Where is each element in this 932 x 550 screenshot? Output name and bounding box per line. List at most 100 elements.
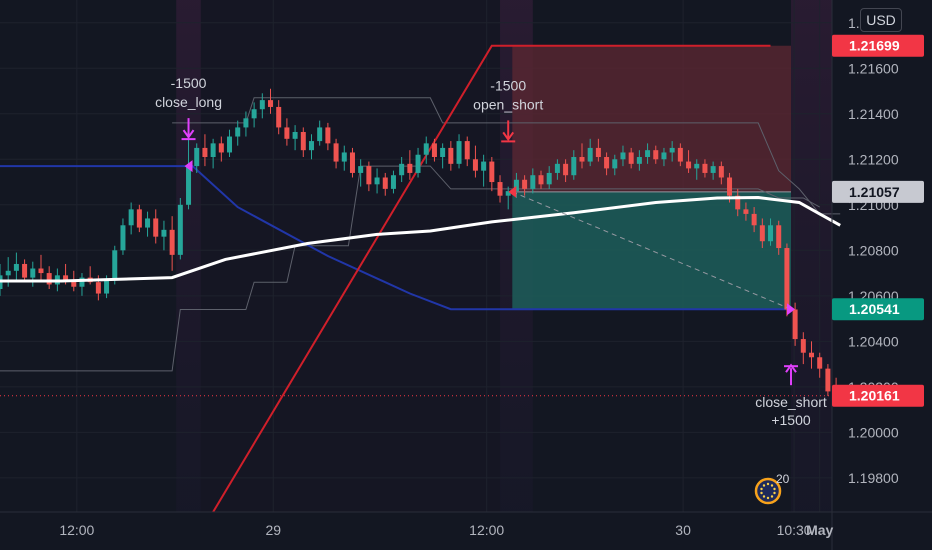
price-label: 1.21057 — [849, 184, 900, 200]
candle-body — [374, 177, 380, 185]
candle — [374, 168, 380, 194]
candle — [554, 159, 560, 180]
candle — [79, 273, 85, 296]
annotation-arrowhead — [182, 129, 195, 139]
candle — [284, 118, 290, 146]
candle — [497, 175, 503, 203]
x-tick-label: 29 — [265, 522, 281, 538]
candle-body — [71, 279, 77, 287]
candle-body — [431, 143, 437, 158]
candle-body — [448, 147, 454, 164]
candle — [587, 138, 593, 167]
annotation-qty: -1500 — [490, 77, 526, 93]
candle — [677, 143, 683, 167]
candle-body — [169, 229, 175, 255]
candle — [251, 102, 257, 128]
candle — [235, 120, 241, 146]
candle — [431, 138, 437, 162]
price-label: 1.21699 — [849, 38, 900, 54]
candle — [825, 364, 831, 396]
candle-body — [694, 163, 700, 169]
candle — [669, 141, 675, 162]
candle-body — [235, 127, 241, 137]
candle-body — [284, 127, 290, 139]
candle — [817, 352, 823, 378]
candle — [382, 172, 388, 196]
candle — [440, 143, 446, 169]
candle — [136, 204, 142, 233]
candle — [333, 138, 339, 169]
candle-body — [677, 147, 683, 162]
annotation-label: close_short — [755, 394, 827, 410]
candle-body — [497, 182, 503, 196]
candle-body — [563, 163, 569, 176]
candle — [563, 159, 569, 183]
candle-body — [587, 147, 593, 162]
candle — [210, 138, 216, 169]
candle-body — [46, 273, 52, 285]
candle-body — [513, 179, 519, 192]
annotation-qty: -1500 — [171, 75, 207, 91]
currency-button[interactable]: USD — [860, 8, 902, 32]
candle — [22, 259, 28, 283]
candle-body — [136, 209, 142, 228]
candle-body — [481, 161, 487, 171]
badge-count: 20 — [776, 472, 790, 486]
candle — [604, 152, 610, 176]
candle — [636, 150, 642, 171]
candle-body — [22, 263, 28, 278]
trade-arrow — [512, 191, 792, 310]
price-label-box — [832, 34, 924, 57]
candle — [686, 150, 692, 173]
x-tick-label: 30 — [675, 522, 691, 538]
candle-body — [661, 152, 667, 160]
candle — [308, 134, 314, 160]
candle — [538, 170, 544, 189]
candle-body — [612, 159, 618, 169]
candle — [612, 154, 618, 176]
lower-band — [0, 165, 820, 372]
candle-body — [456, 141, 462, 164]
candle-body — [390, 175, 396, 189]
candle-body — [145, 218, 151, 228]
candle-body — [120, 225, 126, 251]
annotation-1: -1500 open_short — [473, 77, 543, 143]
candle — [243, 111, 249, 137]
candle — [505, 186, 511, 210]
candle-body — [472, 159, 478, 171]
candle — [661, 147, 667, 167]
candle-body — [636, 157, 642, 164]
candle-body — [341, 152, 347, 162]
candle — [317, 120, 323, 146]
candle-body — [333, 143, 339, 162]
candle — [194, 143, 200, 173]
candle — [46, 266, 52, 289]
candle-body — [686, 161, 692, 169]
candle-body — [440, 147, 446, 158]
candle — [120, 218, 126, 255]
annotation-0: -1500 close_long — [155, 75, 222, 141]
candle-body — [628, 152, 634, 164]
y-tick-label: 1.21600 — [848, 60, 899, 76]
x-tick-label: 12:00 — [59, 522, 94, 538]
candle — [743, 202, 749, 221]
eu-flag-icon[interactable]: 20 — [752, 472, 796, 506]
candle-body — [530, 175, 536, 189]
candle-body — [161, 229, 167, 237]
annotation-arrowhead — [785, 363, 797, 373]
candle-body — [727, 177, 733, 196]
moving-average-line — [0, 195, 841, 283]
candle-body — [464, 141, 470, 160]
candle-body — [415, 154, 421, 173]
candle-body — [95, 282, 101, 294]
candle — [571, 150, 577, 180]
candle-body — [768, 225, 774, 242]
close-long-marker — [184, 160, 193, 173]
candle — [579, 143, 585, 169]
candle-body — [317, 127, 323, 142]
candle-body — [268, 100, 274, 107]
candle — [735, 188, 741, 217]
candle-body — [349, 152, 355, 173]
candle-body — [382, 177, 388, 189]
